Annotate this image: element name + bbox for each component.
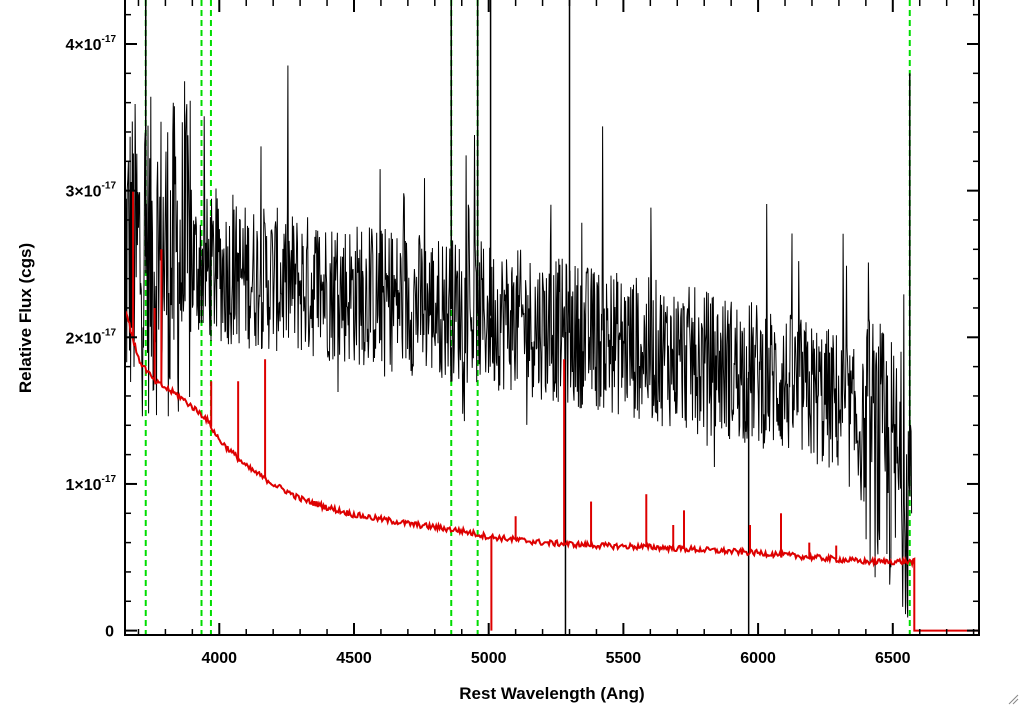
x-axis-ticks: 4000 4500 5000 5500 6000 6500 [137, 0, 975, 667]
observed-spectrum-line [124, 65, 913, 618]
x-axis-title: Rest Wavelength (Ang) [459, 684, 644, 703]
x-tick-label: 6500 [875, 650, 911, 667]
y-tick-label: 1×10-17 [66, 474, 117, 494]
x-tick-label: 5000 [471, 650, 507, 667]
model-spectrum-series [124, 190, 979, 632]
y-tick-label: 4×10-17 [66, 34, 117, 54]
y-tick-label: 3×10-17 [66, 181, 117, 201]
model-spectrum-line [124, 310, 979, 632]
x-tick-label: 4500 [336, 650, 372, 667]
plot-frame [124, 0, 980, 636]
observed-spectrum-series [124, 0, 913, 635]
y-tick-label: 2×10-17 [66, 327, 117, 347]
x-tick-label: 4000 [201, 650, 237, 667]
y-tick-label: 0 [105, 624, 114, 641]
y-axis-ticks: 0 1×10-17 2×10-17 3×10-17 4×10-17 [66, 13, 979, 641]
x-tick-label: 6000 [740, 650, 776, 667]
y-axis-title: Relative Flux (cgs) [16, 243, 35, 393]
x-tick-label: 5500 [606, 650, 642, 667]
resize-grip-icon[interactable] [1008, 694, 1019, 705]
